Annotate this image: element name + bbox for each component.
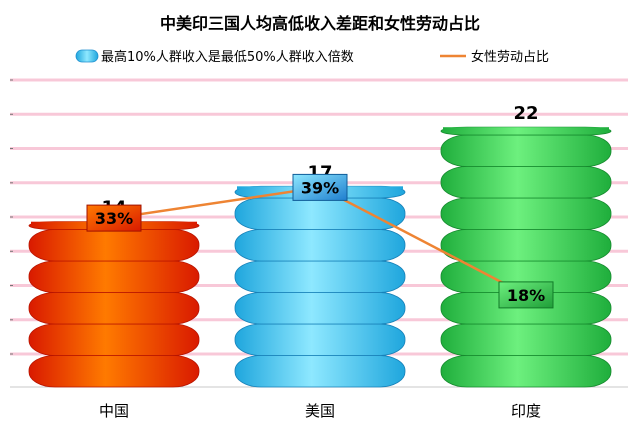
bar-segment	[440, 355, 612, 388]
line-point-marker	[498, 281, 554, 309]
bar-cap	[443, 127, 609, 131]
legend-bar-label: 最高10%人群收入是最低50%人群收入倍数	[101, 49, 354, 65]
line-point-marker	[292, 173, 348, 201]
bar-segment	[440, 197, 612, 230]
bar-segment	[440, 323, 612, 356]
line-value-label: 39%	[301, 178, 339, 197]
bar-segment	[28, 355, 200, 388]
bar-segment	[234, 292, 406, 325]
line-value-label: 18%	[507, 286, 545, 305]
bar-segment	[234, 229, 406, 262]
bar-segment	[28, 229, 200, 262]
bar-segment	[440, 134, 612, 167]
category-label: 中国	[99, 402, 129, 420]
bar-1	[28, 221, 200, 388]
bar-segment	[440, 229, 612, 262]
legend-line-label: 女性劳动占比	[471, 49, 549, 65]
line-value-label: 33%	[95, 209, 133, 228]
chart-title: 中美印三国人均高低收入差距和女性劳动占比	[160, 14, 480, 33]
bars-layer: 141722	[28, 103, 612, 388]
bar-segment	[28, 260, 200, 293]
category-labels: 中国 美国 印度	[99, 402, 541, 420]
bar-segment	[440, 166, 612, 199]
bar-value-label: 22	[513, 103, 538, 124]
legend: 最高10%人群收入是最低50%人群收入倍数 女性劳动占比	[75, 49, 549, 65]
line-layer: 33% 39% 18%	[86, 173, 554, 309]
bar-segment	[234, 355, 406, 388]
bar-segment	[234, 260, 406, 293]
bar-segment	[28, 292, 200, 325]
legend-bar-swatch	[75, 49, 99, 63]
bar-3	[440, 126, 612, 388]
bar-2	[234, 185, 406, 388]
line-point-marker	[86, 204, 142, 232]
category-label: 美国	[305, 402, 335, 420]
bar-segment	[28, 323, 200, 356]
bar-segment	[234, 323, 406, 356]
bar-segment	[234, 197, 406, 230]
category-label: 印度	[511, 402, 541, 420]
